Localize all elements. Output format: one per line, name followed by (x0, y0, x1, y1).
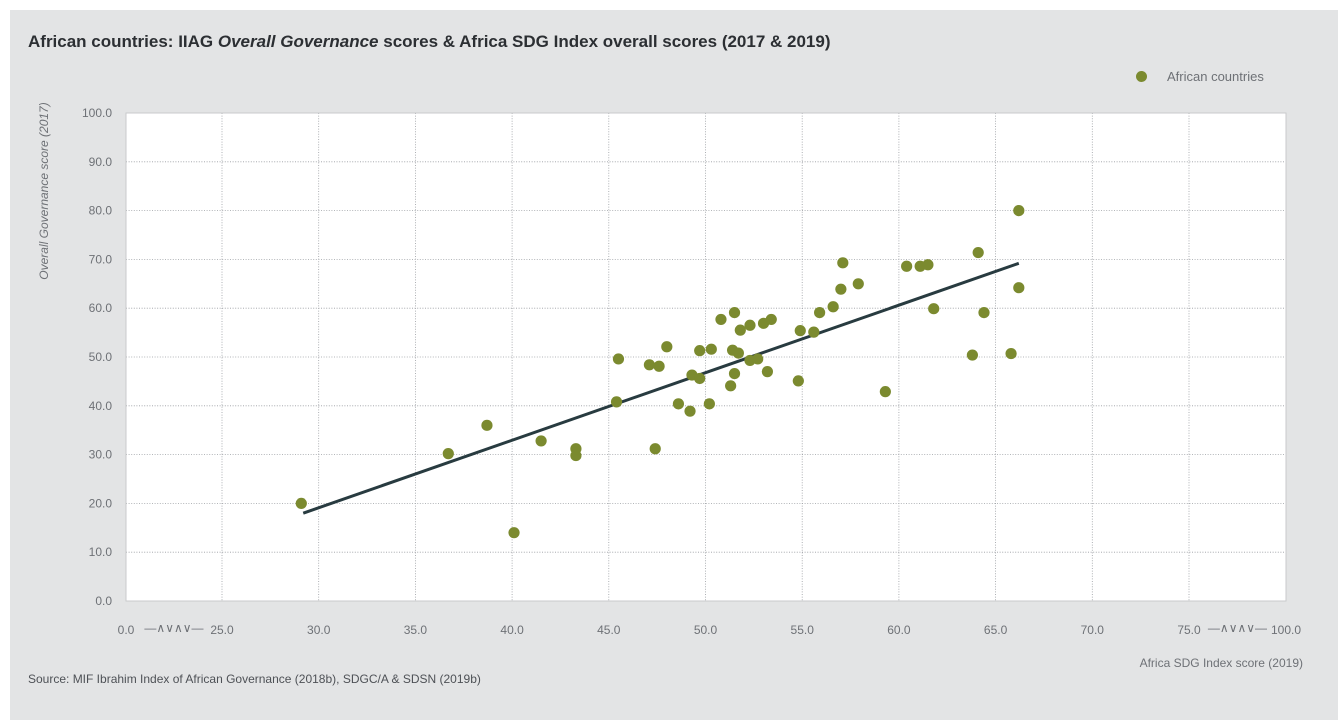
data-point (728, 367, 741, 380)
x-tick-label: 40.0 (500, 623, 524, 637)
plot-border (125, 112, 1287, 602)
data-points (295, 205, 1025, 539)
data-point (728, 306, 741, 319)
x-tick-label: 75.0 (1177, 623, 1201, 637)
data-point (649, 443, 661, 455)
x-tick-label: 70.0 (1081, 623, 1105, 637)
data-point (715, 313, 727, 326)
x-tick-label: 60.0 (887, 623, 911, 637)
x-tick-label: 0.0 (118, 623, 135, 637)
data-point (744, 319, 756, 331)
data-point (792, 375, 804, 387)
x-tick-label: 45.0 (597, 623, 621, 637)
data-point (694, 345, 706, 357)
data-point (684, 405, 696, 417)
axis-break-symbol: —∧∨∧∨— (1208, 621, 1267, 635)
x-tick-label: 100.0 (1271, 623, 1301, 637)
x-tick-label: 35.0 (404, 623, 428, 637)
legend-swatch (1136, 71, 1147, 82)
data-point (814, 306, 826, 319)
data-point (481, 419, 493, 431)
y-tick-labels: 0.0 10.0 20.0 30.0 40.0 50.0 60.0 70.0 80.0 90.0 1… (82, 106, 112, 608)
data-point (734, 324, 746, 336)
data-point (610, 396, 623, 408)
data-point (852, 278, 864, 290)
x-tick-label: 50.0 (694, 623, 718, 637)
data-point (835, 283, 847, 295)
data-point (928, 303, 940, 315)
y-tick-label: 50.0 (89, 350, 113, 364)
data-point (1013, 205, 1025, 217)
data-point (694, 372, 706, 385)
data-point (752, 353, 764, 365)
y-tick-label: 20.0 (89, 496, 113, 510)
y-tick-label: 70.0 (89, 252, 113, 266)
x-tick-labels: 0.0 25.0 30.0 35.0 40.0 45.0 50.0 55.0 60.0 65.0 7… (118, 623, 1302, 637)
data-point (901, 260, 913, 272)
x-axis-label: Africa SDG Index score (2019) (1140, 656, 1303, 670)
data-point (535, 435, 547, 447)
y-tick-label: 10.0 (89, 545, 113, 559)
data-point (508, 527, 520, 539)
data-point (827, 301, 839, 313)
data-point (978, 306, 990, 319)
data-point (837, 257, 849, 269)
y-tick-label: 60.0 (89, 301, 113, 315)
data-point (295, 497, 307, 509)
y-axis-label: Overall Governance score (2017) (37, 102, 51, 279)
data-point (612, 353, 625, 365)
data-point (1013, 282, 1025, 294)
trendline-group (302, 261, 1020, 515)
data-point (725, 380, 737, 392)
grid (125, 112, 1287, 602)
y-tick-label: 0.0 (95, 594, 112, 608)
data-point (705, 343, 717, 355)
data-point (879, 386, 891, 398)
source-note: Source: MIF Ibrahim Index of African Gov… (28, 672, 481, 686)
x-tick-label: 30.0 (307, 623, 331, 637)
chart-title-part1: African countries: IIAG (28, 32, 218, 51)
data-point (703, 398, 715, 410)
data-point (1005, 347, 1017, 360)
legend: African countries (1136, 69, 1264, 84)
y-tick-label: 40.0 (89, 399, 113, 413)
x-tick-label: 25.0 (210, 623, 234, 637)
data-point (794, 325, 806, 337)
axis-break-symbol: —∧∨∧∨— (144, 621, 203, 635)
data-point (966, 349, 978, 361)
data-point (761, 366, 773, 378)
data-point (972, 246, 984, 259)
data-point (442, 448, 454, 460)
y-tick-label: 30.0 (89, 448, 113, 462)
data-point (643, 359, 656, 371)
x-tick-label: 65.0 (984, 623, 1008, 637)
data-point (765, 313, 777, 326)
trendline (302, 261, 1020, 515)
chart-title-part3: scores & Africa SDG Index overall scores… (378, 32, 831, 51)
legend-label: African countries (1167, 69, 1264, 84)
data-point (922, 259, 934, 271)
y-tick-label: 80.0 (89, 204, 113, 218)
data-point (808, 326, 820, 338)
y-tick-label: 90.0 (89, 155, 113, 169)
chart-title: African countries: IIAG Overall Governan… (28, 32, 831, 52)
y-tick-label: 100.0 (82, 106, 112, 120)
axis-breaks: —∧∨∧∨— —∧∨∧∨— (144, 621, 1267, 635)
data-point (732, 347, 744, 359)
data-point (653, 360, 665, 372)
data-point (672, 398, 685, 410)
data-point (570, 443, 582, 455)
x-tick-label: 55.0 (791, 623, 815, 637)
data-point (661, 341, 673, 353)
chart-title-italic: Overall Governance (217, 32, 379, 51)
